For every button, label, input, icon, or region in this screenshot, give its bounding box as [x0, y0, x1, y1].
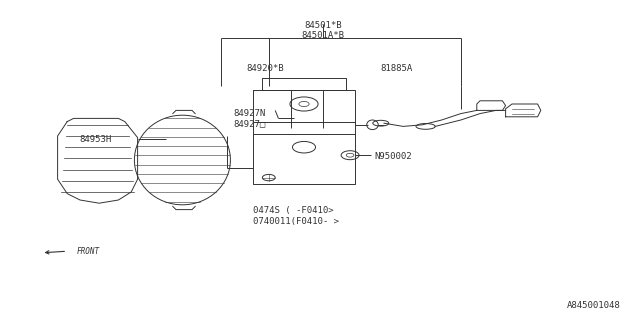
Text: A845001048: A845001048	[567, 301, 621, 310]
Text: 84501*B
84501A*B: 84501*B 84501A*B	[301, 21, 345, 40]
Text: 84927N
84927□: 84927N 84927□	[234, 109, 266, 128]
Text: 81885A: 81885A	[381, 64, 413, 73]
Text: FRONT: FRONT	[77, 247, 100, 256]
Text: 84953H: 84953H	[80, 135, 112, 144]
Text: N950002: N950002	[374, 152, 412, 161]
Text: 0474S ( -F0410>
0740011(F0410- >: 0474S ( -F0410> 0740011(F0410- >	[253, 206, 339, 226]
Text: 84920*B: 84920*B	[246, 64, 284, 73]
